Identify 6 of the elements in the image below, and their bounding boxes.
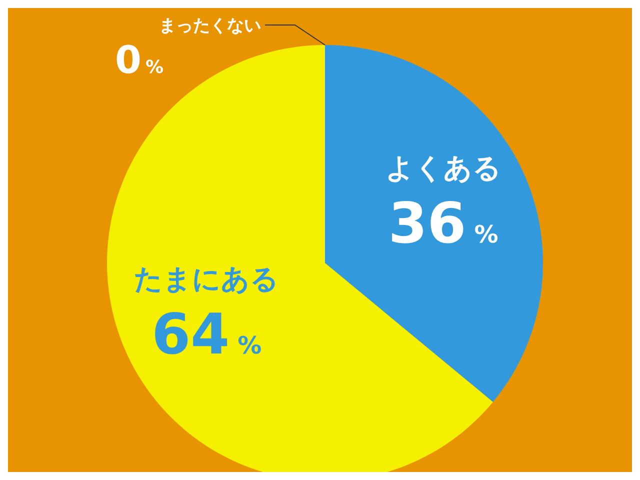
data-label: 64%: [152, 302, 262, 368]
data-label: 36%: [388, 191, 498, 256]
slice-label: よくある: [385, 151, 502, 184]
legend-label: まったくない: [159, 16, 261, 36]
slice-label: たまにある: [134, 262, 280, 296]
text: 0%: [115, 38, 164, 82]
